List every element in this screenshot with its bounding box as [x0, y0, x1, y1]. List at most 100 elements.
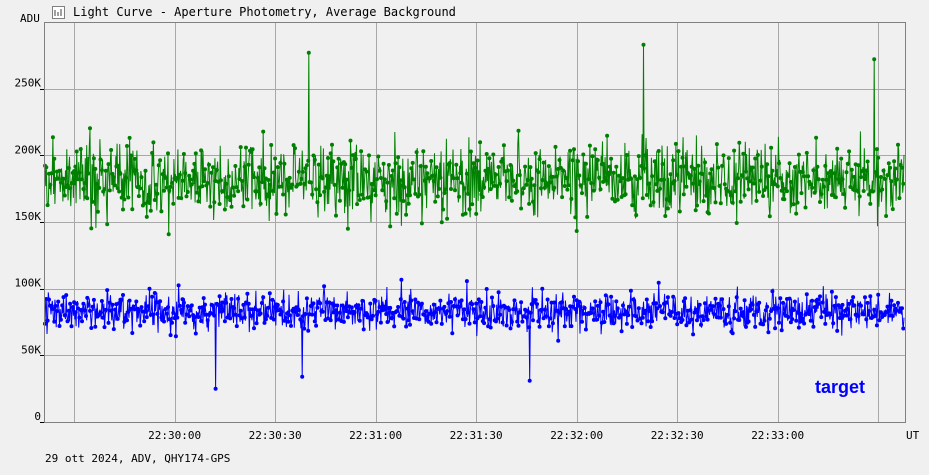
data-point [328, 318, 333, 323]
data-point [376, 309, 381, 314]
data-point [516, 323, 521, 328]
data-point [726, 304, 731, 309]
data-point [638, 175, 643, 180]
chart-icon[interactable] [52, 5, 65, 19]
data-point [609, 294, 614, 299]
data-point [729, 193, 734, 198]
data-point [701, 318, 706, 322]
data-point [226, 174, 231, 179]
y-tick-label: 150K [15, 210, 42, 223]
data-point [78, 308, 83, 312]
data-point [741, 310, 746, 315]
data-point [222, 319, 227, 324]
data-point [389, 316, 394, 321]
data-point [78, 147, 83, 152]
data-point [782, 197, 787, 202]
data-point [385, 180, 390, 185]
data-point [45, 318, 50, 323]
data-point [218, 303, 223, 308]
data-point [438, 298, 443, 303]
data-point [868, 294, 873, 299]
data-point [796, 325, 801, 330]
y-axis-ticks: 0 50K 100K 150K 200K 250K [15, 77, 44, 423]
data-point [673, 141, 678, 146]
data-point [509, 319, 514, 324]
data-point [578, 304, 583, 309]
x-tick-label: 22:31:30 [450, 429, 503, 442]
data-point [484, 287, 489, 291]
data-point [136, 308, 141, 313]
data-point [877, 318, 882, 323]
data-point [836, 177, 841, 182]
data-point [191, 168, 196, 173]
data-point [382, 307, 387, 312]
data-point [44, 165, 49, 170]
data-point [897, 196, 902, 201]
data-point [343, 162, 348, 167]
data-point [453, 297, 457, 302]
data-point [423, 309, 428, 314]
data-point [696, 163, 701, 168]
data-point [408, 193, 412, 198]
data-point [574, 229, 579, 233]
data-point [225, 195, 230, 200]
data-point [873, 313, 878, 318]
data-point [177, 172, 182, 177]
data-point [421, 149, 426, 154]
data-point [68, 301, 73, 306]
data-point [209, 170, 214, 175]
data-point [836, 303, 841, 308]
data-point [146, 304, 151, 309]
data-point [320, 309, 325, 314]
data-point [732, 316, 737, 321]
data-point [181, 152, 186, 156]
data-point [281, 192, 286, 197]
data-point [334, 213, 338, 218]
data-point [74, 301, 79, 306]
data-point [521, 186, 526, 191]
data-point [205, 181, 210, 185]
x-tick-label: 22:31:00 [349, 429, 402, 442]
data-point [562, 184, 567, 188]
data-point [621, 303, 625, 308]
data-point [58, 180, 63, 185]
data-point [496, 165, 501, 169]
data-point [779, 188, 784, 193]
data-point [457, 305, 461, 309]
data-point [455, 176, 460, 181]
data-point [498, 312, 502, 317]
data-point [360, 298, 365, 303]
data-point [769, 309, 774, 313]
data-point [434, 320, 439, 325]
data-point [442, 191, 447, 195]
data-point [459, 298, 464, 303]
data-point [786, 173, 791, 178]
data-point [577, 173, 582, 178]
data-point [623, 192, 628, 197]
x-tick-label: 22:30:30 [249, 429, 302, 442]
data-point [570, 158, 575, 163]
data-point [504, 179, 509, 184]
data-point [115, 316, 120, 321]
data-point [732, 148, 737, 153]
data-point [404, 212, 409, 217]
data-point [806, 174, 811, 179]
data-point [270, 188, 275, 193]
data-point [577, 299, 582, 304]
data-point [580, 191, 584, 196]
data-point [89, 326, 94, 330]
data-point [696, 314, 701, 319]
data-point [832, 171, 837, 176]
data-point [712, 312, 717, 317]
data-point [582, 306, 587, 310]
data-point [721, 307, 726, 312]
data-point [663, 214, 668, 218]
data-point [851, 295, 856, 300]
data-point [293, 146, 297, 151]
data-point [306, 50, 311, 55]
data-point [212, 200, 217, 205]
data-point [211, 165, 215, 170]
data-point [643, 153, 648, 158]
data-point [669, 181, 674, 186]
data-point [609, 156, 614, 161]
